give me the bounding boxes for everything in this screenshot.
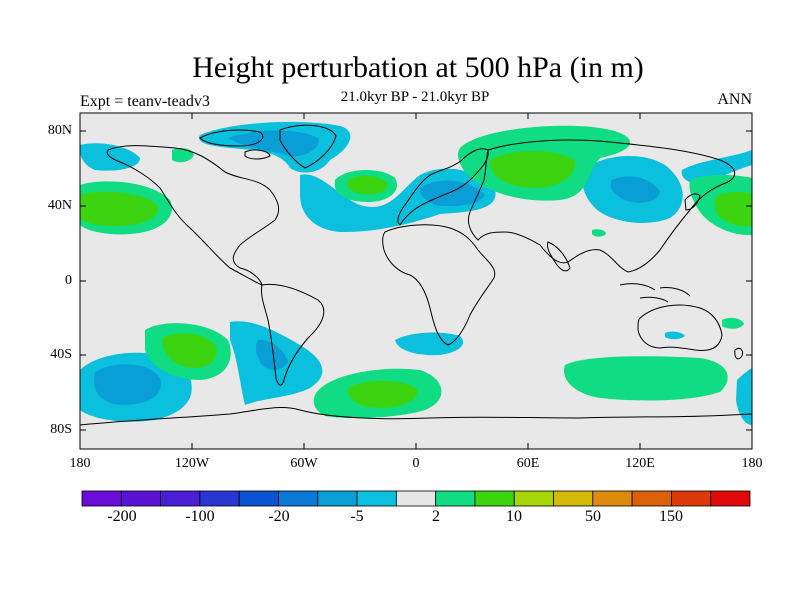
colorbar [81, 490, 751, 507]
colorbar-label: -20 [268, 508, 290, 525]
negative-anomaly-indian-ocean-small [665, 331, 685, 340]
colorbar-label: 2 [432, 508, 440, 525]
colorbar-swatch [671, 490, 712, 507]
lon-tick-label: 120E [625, 456, 655, 471]
negative-anomaly-southern-ocean-east [736, 368, 752, 425]
negative-anomaly-east-asia [681, 150, 752, 185]
colorbar-swatch [238, 490, 279, 507]
map-title: Height perturbation at 500 hPa (in m) [192, 51, 644, 84]
lat-tick-label: 80S [50, 422, 72, 437]
lon-tick-label: 60W [290, 456, 318, 471]
lon-tick-label: 120W [174, 456, 210, 471]
negative-anomaly-south-america-core [255, 339, 288, 370]
positive-anomaly-greenland [172, 147, 194, 163]
colorbar-swatch [278, 490, 319, 507]
coastline-new-zealand [734, 347, 743, 360]
colorbar-label: -200 [107, 508, 137, 525]
colorbar-label: 50 [585, 508, 601, 525]
colorbar-label: -100 [185, 508, 215, 525]
lon-tick-label: 180 [69, 456, 91, 471]
map-subtitle: 21.0kyr BP - 21.0kyr BP [340, 89, 490, 105]
colorbar-swatch [474, 490, 515, 507]
colorbar-label: 150 [659, 508, 683, 525]
coastline-antarctica [79, 406, 753, 426]
lon-ticks [191, 113, 641, 449]
negative-anomaly-south-atlantic [395, 332, 464, 356]
lat-tick-label: 40S [50, 347, 72, 362]
coastline-europe [397, 148, 489, 226]
coastline-africa [382, 224, 496, 346]
colorbar-swatch [710, 490, 751, 507]
colorbar-swatch [199, 490, 240, 507]
lon-tick-label: 180 [741, 456, 763, 471]
period-label: ANN [717, 91, 752, 108]
anomaly-fields [80, 121, 752, 425]
colorbar-swatch [513, 490, 554, 507]
positive-anomaly-north-pacific-core [80, 191, 159, 226]
colorbar-swatch [120, 490, 161, 507]
lat-ticks [80, 130, 752, 431]
colorbar-label: -5 [350, 508, 364, 525]
colorbar-swatch [317, 490, 358, 507]
positive-anomaly-russia-core [489, 151, 576, 188]
positive-anomaly-north-pacific-east-core [714, 191, 752, 227]
negative-anomaly-canada-core [228, 130, 319, 157]
experiment-label: Expt = teanv-teadv3 [80, 93, 210, 110]
colorbar-swatch [553, 490, 594, 507]
colorbar-swatch [160, 490, 201, 507]
positive-anomaly-south-pacific-central-core [162, 333, 217, 368]
coastline-south-america [261, 283, 325, 386]
positive-anomaly-south-atlantic-core [347, 380, 418, 408]
coastline-north-america [106, 145, 280, 286]
positive-anomaly-australia-east [722, 317, 744, 329]
negative-anomaly-siberia-core [610, 176, 660, 203]
negative-anomaly-europe-core [419, 180, 485, 207]
coastline-australia [637, 304, 723, 351]
coastline-greenland [279, 124, 337, 169]
coastline-india [547, 241, 571, 272]
colorbar-swatch [356, 490, 397, 507]
lat-tick-label: 80N [47, 123, 72, 138]
colorbar-label: 10 [506, 508, 522, 525]
colorbar-swatch [592, 490, 633, 507]
negative-anomaly-south-pacific-core [94, 364, 161, 405]
coastline-asia [467, 139, 736, 273]
lon-tick-label: 60E [516, 456, 540, 471]
colorbar-swatch [81, 490, 122, 507]
coastline-arctic-islands [199, 129, 271, 160]
colorbar-swatch [395, 490, 437, 507]
coastlines [79, 124, 753, 426]
lat-tick-label: 0 [65, 273, 72, 288]
colorbar-swatch [631, 490, 672, 507]
positive-anomaly-north-atlantic-core [347, 175, 388, 195]
positive-anomaly-southern-indian-ocean [564, 356, 728, 401]
coastline-japan [684, 193, 701, 211]
coastline-indonesia [619, 283, 691, 303]
positive-anomaly-arabia [592, 229, 606, 237]
lat-tick-label: 40N [47, 198, 72, 213]
lon-tick-label: 0 [412, 456, 420, 471]
colorbar-swatch [435, 490, 476, 507]
